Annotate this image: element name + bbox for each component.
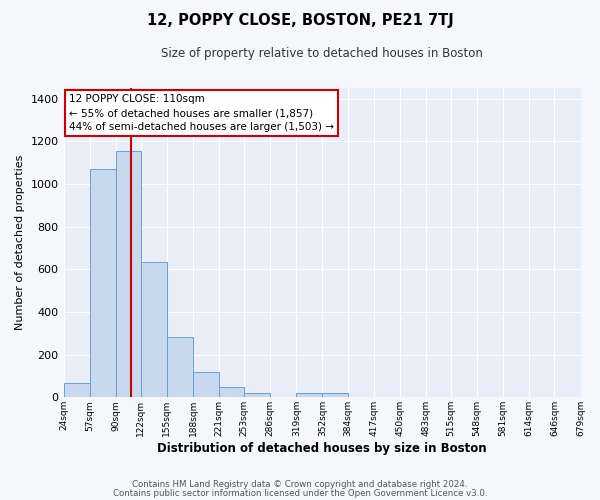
Bar — [193, 372, 219, 398]
Text: Contains HM Land Registry data © Crown copyright and database right 2024.: Contains HM Land Registry data © Crown c… — [132, 480, 468, 489]
X-axis label: Distribution of detached houses by size in Boston: Distribution of detached houses by size … — [157, 442, 487, 455]
Bar — [141, 262, 167, 398]
Title: Size of property relative to detached houses in Boston: Size of property relative to detached ho… — [161, 48, 483, 60]
Text: 12, POPPY CLOSE, BOSTON, PE21 7TJ: 12, POPPY CLOSE, BOSTON, PE21 7TJ — [146, 12, 454, 28]
Bar — [296, 393, 322, 398]
Bar — [167, 336, 193, 398]
Text: Contains public sector information licensed under the Open Government Licence v3: Contains public sector information licen… — [113, 488, 487, 498]
Bar — [116, 151, 141, 398]
Bar — [89, 169, 116, 398]
Y-axis label: Number of detached properties: Number of detached properties — [15, 155, 25, 330]
Bar — [244, 393, 271, 398]
Text: 12 POPPY CLOSE: 110sqm
← 55% of detached houses are smaller (1,857)
44% of semi-: 12 POPPY CLOSE: 110sqm ← 55% of detached… — [69, 94, 334, 132]
Bar — [219, 388, 244, 398]
Bar — [64, 384, 89, 398]
Bar — [322, 393, 347, 398]
